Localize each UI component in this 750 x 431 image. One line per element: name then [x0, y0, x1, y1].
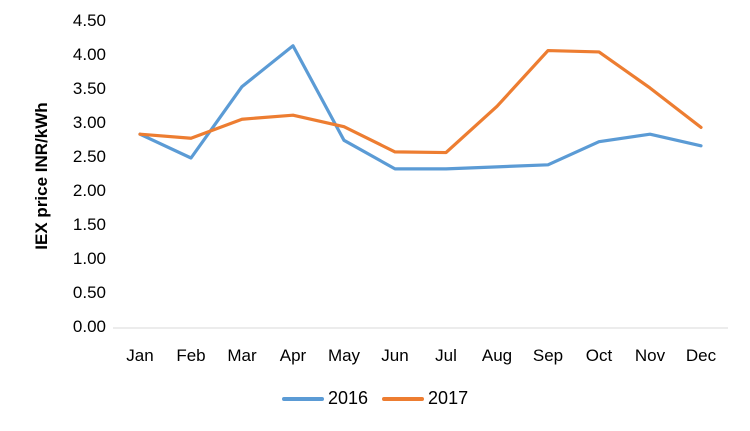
y-tick: 3.00 — [72, 113, 106, 132]
y-tick: 4.50 — [72, 11, 106, 30]
legend-label-2017: 2017 — [428, 388, 469, 408]
legend-swatch-2017 — [382, 396, 425, 401]
x-tick: May — [327, 346, 361, 365]
x-tick: Mar — [227, 346, 257, 365]
y-tick: 2.00 — [72, 181, 106, 200]
x-tick: Jan — [126, 346, 154, 365]
y-tick: 0.00 — [72, 317, 106, 336]
legend-swatch-2016 — [282, 396, 324, 401]
y-tick: 2.50 — [72, 147, 106, 166]
series-line-2017 — [138, 48, 703, 155]
series-line-2016 — [138, 44, 703, 171]
x-tick: Jun — [381, 346, 409, 365]
y-axis-label: IEX price INR/kWh — [32, 102, 51, 250]
y-tick: 1.00 — [72, 249, 106, 268]
legend-item-2016: 2016 — [282, 388, 368, 409]
x-tick: Oct — [585, 346, 613, 365]
legend: 2016 2017 — [282, 388, 482, 409]
x-tick: Apr — [279, 346, 307, 365]
x-tick: Nov — [634, 346, 666, 365]
legend-label-2016: 2016 — [328, 388, 369, 408]
x-tick: Sep — [532, 346, 564, 365]
x-tick: Dec — [685, 346, 717, 365]
y-tick: 0.50 — [72, 283, 106, 302]
legend-item-2017: 2017 — [382, 388, 468, 409]
x-tick: Jul — [435, 346, 457, 365]
y-tick: 3.50 — [72, 79, 106, 98]
y-tick: 4.00 — [72, 45, 106, 64]
x-tick: Feb — [176, 346, 206, 365]
y-tick: 1.50 — [72, 215, 106, 234]
x-tick: Aug — [481, 346, 513, 365]
